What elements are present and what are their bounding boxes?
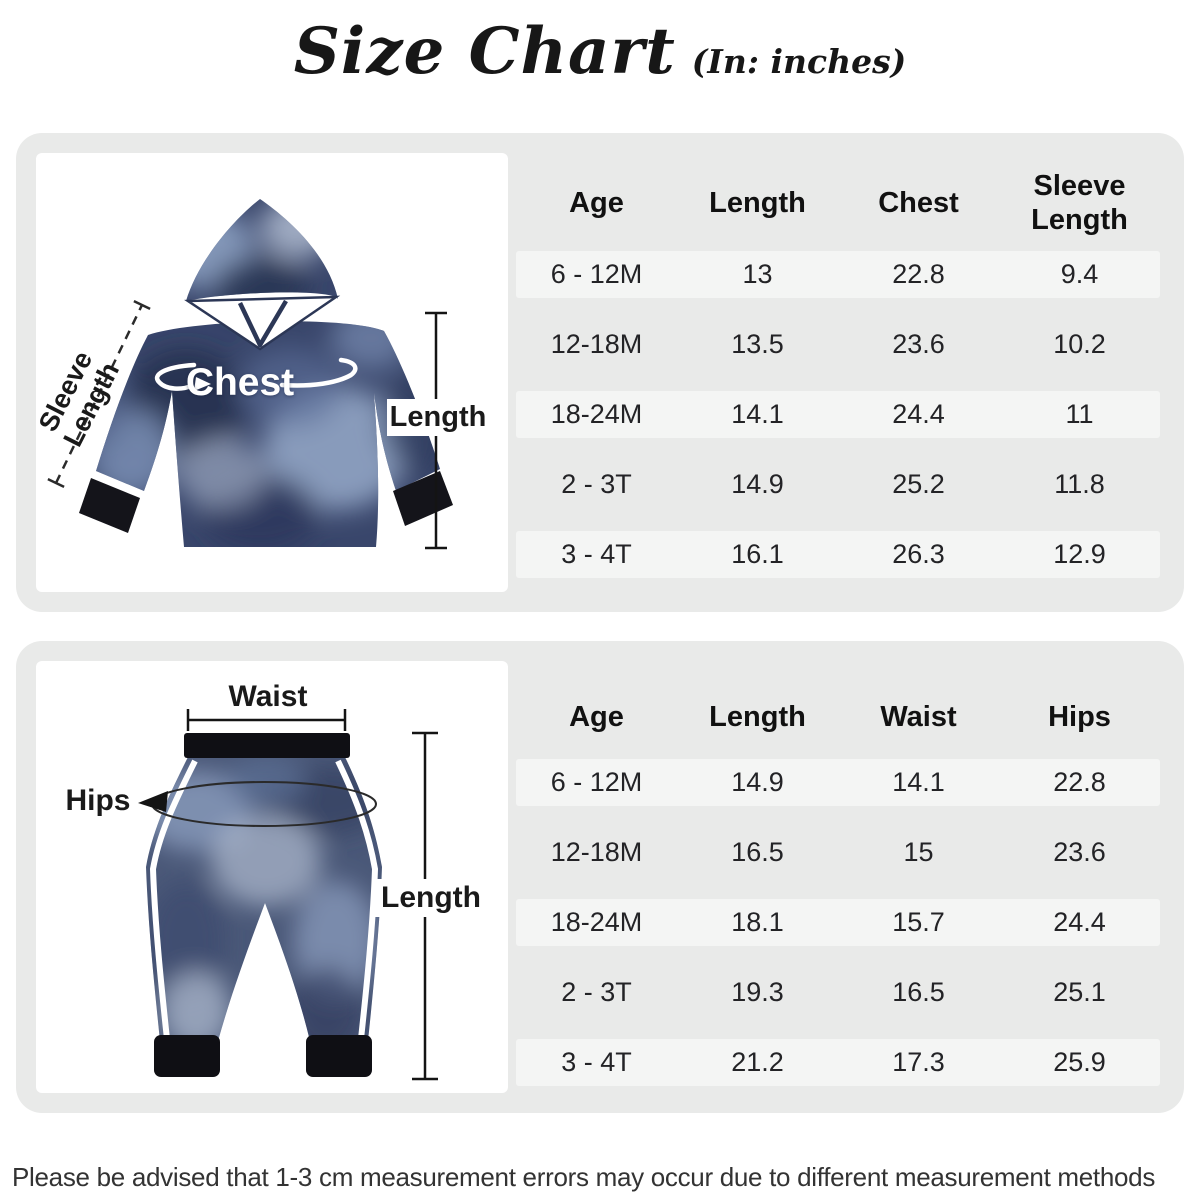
table-row: 6 - 12M 13 22.8 9.4 — [516, 251, 1160, 298]
table-row: 12-18M 13.5 23.6 10.2 — [516, 321, 1160, 368]
chest-measure-arrow — [155, 357, 358, 391]
cell-waist: 15 — [903, 837, 934, 867]
pants-length-label: Length — [372, 879, 490, 918]
sleeve-length-measure-line — [47, 299, 151, 489]
right-sleeve-cuff — [393, 471, 453, 526]
table-row: 6 - 12M 14.9 14.1 22.8 — [516, 759, 1160, 806]
cell-chest: 23.6 — [892, 329, 945, 359]
cell-chest: 25.2 — [892, 469, 945, 499]
waist-measure-line — [186, 709, 347, 731]
cell-age: 2 - 3T — [561, 977, 632, 1007]
pants-waistband — [184, 733, 350, 758]
hoodie-panel: Sleeve Length Chest Length Age Length Ch… — [16, 133, 1184, 612]
table-row: 18-24M 18.1 15.7 24.4 — [516, 899, 1160, 946]
hips-label: Hips — [65, 784, 131, 817]
pants-side-stripes — [149, 759, 379, 1040]
cell-age: 6 - 12M — [550, 767, 643, 797]
pants-table-header: Age Length Waist Hips — [516, 675, 1160, 759]
header-waist: Waist — [880, 700, 957, 733]
cell-hips: 25.9 — [1053, 1047, 1106, 1077]
cell-length: 21.2 — [731, 1047, 784, 1077]
hoodie-length-label: Length — [387, 399, 489, 437]
cell-sleeve: 11 — [1065, 399, 1094, 429]
cell-hips: 25.1 — [1053, 977, 1106, 1007]
pants-panel: Waist Hips Length Age Length Waist Hips … — [16, 641, 1184, 1113]
cell-age: 3 - 4T — [561, 1047, 632, 1077]
header-hips: Hips — [1048, 700, 1111, 733]
cell-chest: 24.4 — [892, 399, 945, 429]
page-title: Size Chart (In: inches) — [0, 14, 1200, 89]
hood-opening — [184, 295, 341, 351]
cell-sleeve: 9.4 — [1060, 259, 1099, 289]
header-sleeve-length: Sleeve Length — [1031, 169, 1128, 236]
cell-age: 18-24M — [550, 399, 643, 429]
cell-age: 2 - 3T — [561, 469, 632, 499]
cell-age: 18-24M — [550, 907, 643, 937]
page-title-text: Size Chart — [293, 14, 676, 89]
hood-drawstring — [237, 299, 288, 348]
left-leg-cuff — [154, 1035, 220, 1077]
cell-length: 16.5 — [731, 837, 784, 867]
cell-hips: 22.8 — [1053, 767, 1106, 797]
header-age: Age — [569, 700, 624, 733]
cell-length: 13 — [742, 259, 773, 289]
cell-sleeve: 12.9 — [1053, 539, 1106, 569]
table-row: 18-24M 14.1 24.4 11 — [516, 391, 1160, 438]
cell-length: 14.9 — [731, 767, 784, 797]
table-row: 2 - 3T 14.9 25.2 11.8 — [516, 461, 1160, 508]
cell-age: 12-18M — [550, 837, 643, 867]
cell-length: 16.1 — [731, 539, 784, 569]
cell-length: 19.3 — [731, 977, 784, 1007]
cell-waist: 16.5 — [892, 977, 945, 1007]
table-row: 3 - 4T 21.2 17.3 25.9 — [516, 1039, 1160, 1086]
cell-length: 14.9 — [731, 469, 784, 499]
hoodie-diagram: Sleeve Length Chest Length — [36, 153, 508, 592]
hoodie-table-header: Age Length Chest Sleeve Length — [516, 155, 1160, 251]
cell-length: 18.1 — [731, 907, 784, 937]
cell-chest: 26.3 — [892, 539, 945, 569]
cell-sleeve: 11.8 — [1054, 469, 1105, 499]
pants-garment — [146, 757, 382, 1041]
right-leg-cuff — [306, 1035, 372, 1077]
hoodie-illustration — [47, 199, 453, 550]
cell-chest: 22.8 — [892, 259, 945, 289]
cell-length: 14.1 — [731, 399, 784, 429]
left-sleeve-cuff — [79, 478, 140, 533]
cell-waist: 14.1 — [892, 767, 945, 797]
header-length: Length — [709, 186, 806, 219]
table-row: 3 - 4T 16.1 26.3 12.9 — [516, 531, 1160, 578]
cell-hips: 24.4 — [1053, 907, 1106, 937]
page-title-unit: (In: inches) — [691, 42, 907, 81]
pants-illustration — [138, 709, 438, 1081]
header-chest: Chest — [878, 186, 959, 219]
cell-length: 13.5 — [731, 329, 784, 359]
hoodie-size-table: Age Length Chest Sleeve Length 6 - 12M 1… — [516, 155, 1160, 601]
cell-age: 3 - 4T — [561, 539, 632, 569]
cell-waist: 17.3 — [892, 1047, 945, 1077]
header-age: Age — [569, 186, 624, 219]
waist-label: Waist — [228, 680, 308, 713]
hips-measure-ellipse — [138, 781, 377, 827]
cell-age: 12-18M — [550, 329, 643, 359]
header-length: Length — [709, 700, 806, 733]
pants-size-table: Age Length Waist Hips 6 - 12M 14.9 14.1 … — [516, 675, 1160, 1109]
cell-age: 6 - 12M — [550, 259, 643, 289]
cell-sleeve: 10.2 — [1053, 329, 1106, 359]
chest-label: Chest — [185, 361, 295, 404]
pants-diagram: Waist Hips Length — [36, 661, 508, 1093]
table-row: 2 - 3T 19.3 16.5 25.1 — [516, 969, 1160, 1016]
cell-waist: 15.7 — [892, 907, 945, 937]
measurement-disclaimer: Please be advised that 1-3 cm measuremen… — [12, 1162, 1156, 1192]
cell-hips: 23.6 — [1053, 837, 1106, 867]
table-row: 12-18M 16.5 15 23.6 — [516, 829, 1160, 876]
